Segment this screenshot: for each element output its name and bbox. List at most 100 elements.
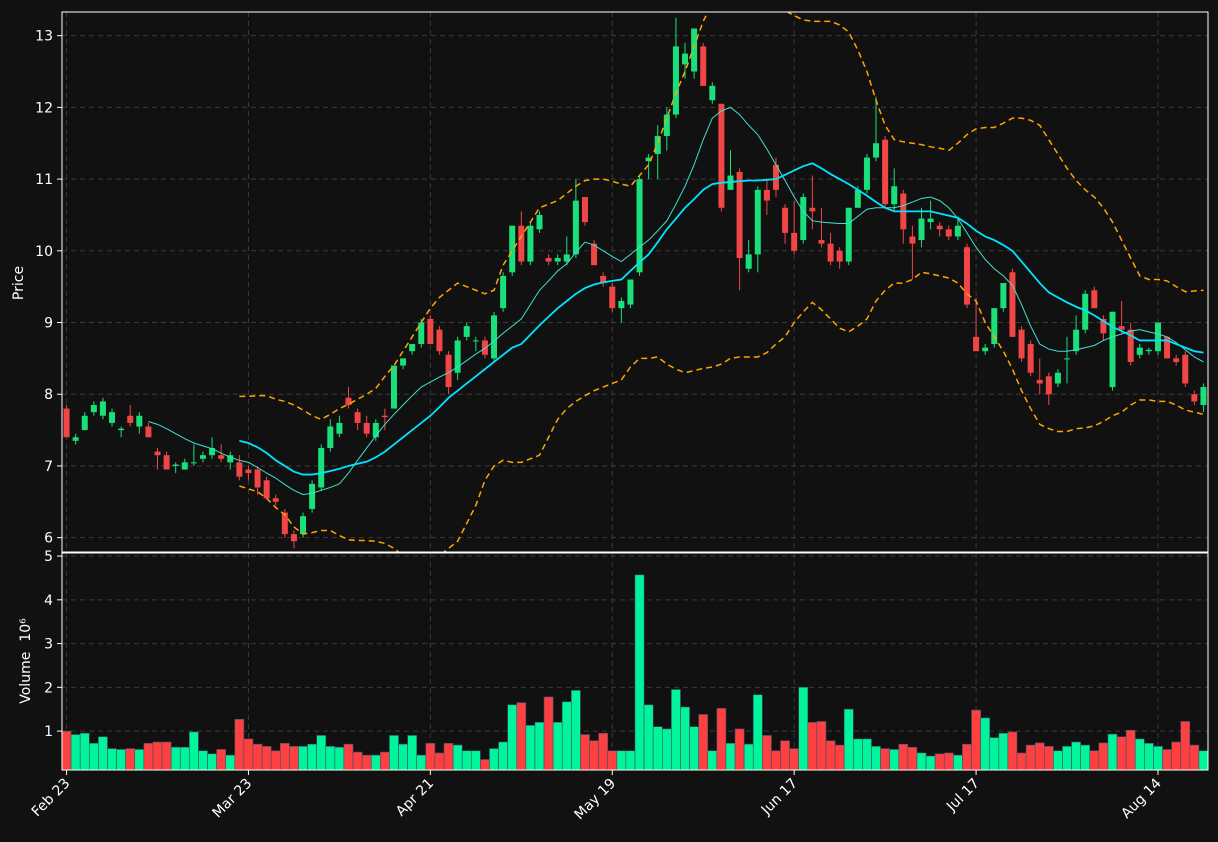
candle-body: [1127, 329, 1134, 362]
volume-exponent: 10⁶: [18, 618, 34, 642]
candle-body: [618, 301, 625, 309]
candle-body: [463, 326, 470, 337]
volume-bar: [170, 746, 181, 770]
candle-body: [600, 275, 607, 284]
volume-bar: [1189, 744, 1200, 770]
candle-body: [1145, 349, 1152, 352]
candle-body: [1000, 283, 1007, 309]
volume-bar: [752, 694, 763, 770]
candle-body: [363, 422, 370, 434]
candle-body: [691, 28, 698, 72]
volume-bar: [534, 722, 545, 770]
candle-body: [791, 232, 798, 251]
candle-body: [427, 318, 434, 345]
candle-body: [263, 480, 270, 499]
y-tick-label: 1: [44, 724, 53, 740]
candle-body: [290, 534, 297, 542]
y-tick-label: 3: [44, 637, 53, 653]
candle-body: [891, 186, 898, 205]
volume-bars: [62, 574, 1208, 770]
volume-bar: [125, 748, 136, 770]
volume-bar: [234, 718, 245, 770]
candle-body: [199, 455, 206, 459]
volume-bar: [789, 748, 800, 770]
candle-body: [1182, 354, 1189, 384]
candle-body: [782, 207, 789, 233]
y-tick-label: 7: [44, 459, 53, 475]
candle-body: [1164, 336, 1171, 359]
candle-body: [481, 340, 488, 355]
candle-body: [863, 157, 870, 190]
volume-bar: [380, 751, 390, 770]
volume-bar: [571, 690, 581, 770]
volume-bar: [398, 743, 408, 770]
candle-body: [509, 225, 516, 273]
volume-bar: [816, 721, 827, 770]
candle-body: [700, 46, 707, 86]
candle-body: [809, 207, 816, 212]
volume-bar: [1162, 749, 1172, 770]
overlay-line: [239, 162, 1204, 476]
volume-bar: [734, 728, 745, 770]
candle-body: [527, 225, 534, 262]
candle-body: [163, 455, 170, 470]
candle-body: [354, 412, 361, 423]
volume-bar: [689, 726, 699, 770]
volume-bar: [134, 749, 145, 770]
volume-bar: [279, 743, 290, 770]
volume-bar: [425, 743, 436, 770]
candle-body: [818, 240, 825, 244]
volume-bar: [862, 738, 872, 770]
volume-bar: [443, 743, 454, 770]
candle-body: [554, 257, 561, 262]
volume-bar: [152, 741, 163, 770]
candle-body: [954, 225, 961, 237]
candle-body: [982, 347, 989, 352]
volume-bar: [707, 750, 718, 770]
candle-body: [245, 469, 252, 474]
volume-bar: [598, 732, 609, 770]
volume-bar: [1080, 744, 1091, 770]
candle-body: [118, 428, 125, 431]
volume-bar: [98, 736, 108, 770]
volume-bar: [307, 743, 317, 770]
volume-bar: [607, 750, 618, 770]
volume-bar: [1134, 738, 1145, 770]
volume-bar: [634, 574, 645, 770]
volume-bar: [334, 746, 345, 770]
volume-bar: [943, 752, 954, 770]
candle-body: [991, 308, 998, 345]
volume-bar: [498, 741, 508, 770]
y-tick-label: 4: [44, 593, 53, 609]
candle-body: [154, 451, 161, 456]
volume-bar: [216, 749, 227, 770]
volume-bar: [1180, 721, 1191, 770]
candle-body: [254, 469, 261, 488]
candle-body: [1082, 293, 1089, 330]
volume-bar: [316, 735, 327, 770]
candle-body: [745, 254, 752, 269]
candle-body: [381, 415, 388, 418]
volume-bar: [825, 740, 836, 770]
volume-bar: [416, 754, 427, 770]
volume-bar: [507, 704, 518, 770]
candle-body: [300, 516, 307, 535]
candle-body: [1154, 322, 1161, 352]
candle-body: [1100, 318, 1107, 334]
volume-bar: [843, 708, 854, 770]
candle-body: [591, 243, 598, 266]
volume-bar: [916, 752, 927, 770]
volume-bar: [589, 740, 599, 770]
volume-bar: [780, 740, 790, 770]
volume-bar: [252, 743, 263, 770]
candle-body: [1027, 344, 1034, 373]
candle-body: [827, 243, 834, 262]
volume-bar: [1107, 733, 1118, 770]
volume-bar: [352, 751, 363, 770]
y-tick-label: 6: [44, 531, 53, 547]
candle-body: [882, 139, 889, 205]
candle-body: [682, 53, 689, 65]
candle-body: [636, 179, 643, 273]
candle-body: [945, 229, 952, 237]
candle-body: [645, 157, 652, 162]
